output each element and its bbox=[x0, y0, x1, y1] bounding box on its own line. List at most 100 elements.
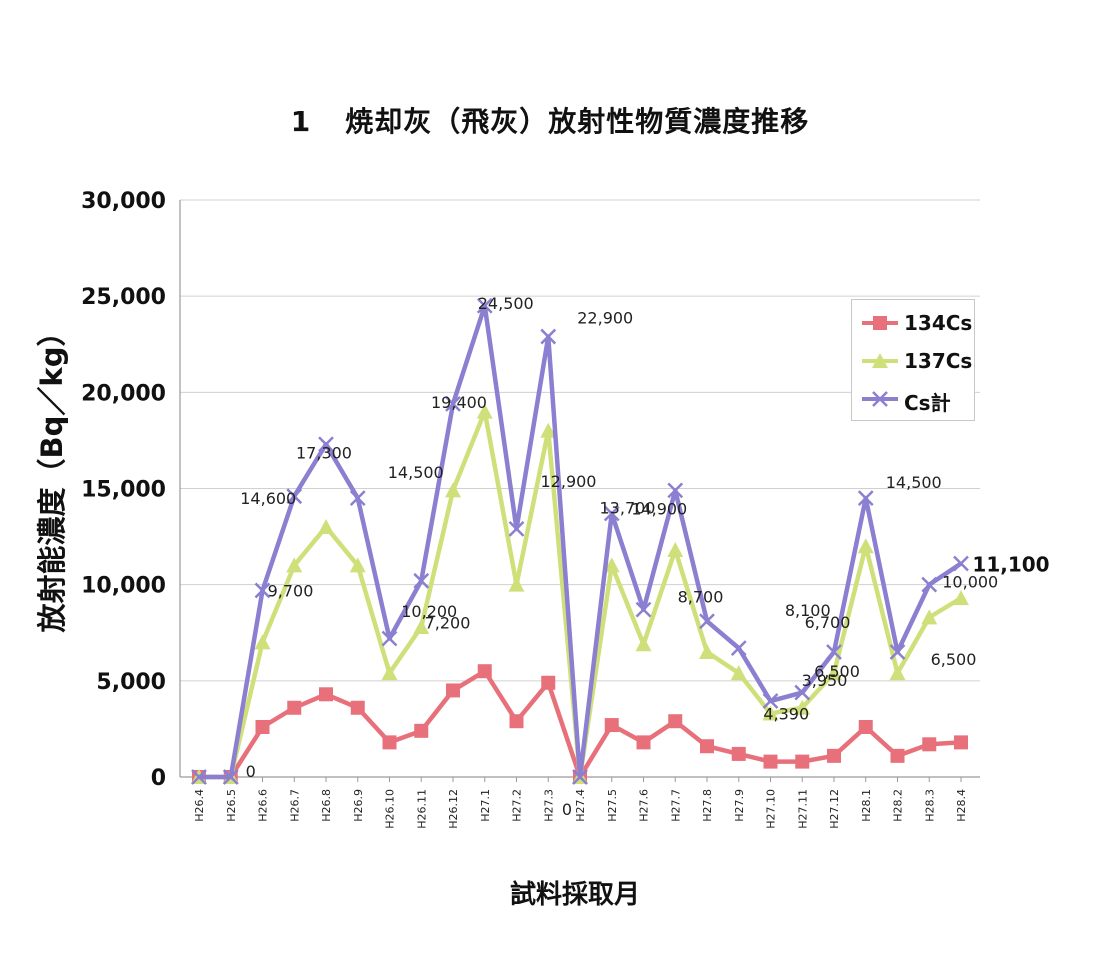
x-tick-label: H27.2 bbox=[511, 789, 524, 822]
data-point bbox=[349, 490, 366, 507]
x-tick-label: H26.11 bbox=[415, 789, 428, 829]
data-point bbox=[699, 613, 715, 630]
data-label: 22,900 bbox=[577, 309, 633, 328]
data-point bbox=[572, 769, 588, 785]
data-label: 14,500 bbox=[388, 463, 444, 482]
x-tick-label: H27.6 bbox=[638, 789, 651, 822]
data-point bbox=[954, 735, 968, 750]
data-point bbox=[889, 644, 906, 660]
data-point bbox=[762, 705, 779, 721]
triangle-marker-icon bbox=[862, 353, 898, 368]
data-label: 14,500 bbox=[886, 473, 942, 492]
legend-item-cs-total: Cs計 bbox=[852, 384, 976, 415]
data-point bbox=[667, 542, 684, 558]
data-point bbox=[763, 754, 778, 769]
y-tick-label: 5,000 bbox=[96, 670, 166, 695]
data-point bbox=[730, 640, 747, 657]
data-point bbox=[254, 582, 271, 599]
data-point bbox=[604, 718, 619, 733]
data-point bbox=[762, 693, 779, 709]
data-point bbox=[445, 395, 461, 412]
data-point bbox=[381, 665, 398, 681]
data-point bbox=[286, 488, 303, 505]
data-label: 13,700 bbox=[600, 499, 656, 518]
data-point bbox=[603, 557, 620, 573]
y-tick-label: 0 bbox=[151, 766, 166, 791]
data-label: 14,900 bbox=[631, 499, 687, 518]
data-point bbox=[953, 555, 969, 572]
data-label: 6,500 bbox=[931, 650, 977, 669]
legend-label-137cs: 137Cs bbox=[904, 349, 973, 373]
data-label: 12,900 bbox=[541, 472, 597, 491]
data-point bbox=[350, 700, 365, 715]
legend-item-134cs: 134Cs bbox=[852, 308, 976, 338]
data-point bbox=[446, 683, 460, 698]
data-point bbox=[668, 714, 683, 729]
legend-label-cs-total: Cs計 bbox=[904, 391, 951, 415]
data-point bbox=[477, 664, 492, 679]
x-tick-label: H27.9 bbox=[733, 789, 746, 822]
data-label: 14,600 bbox=[240, 489, 296, 508]
y-tick-label: 10,000 bbox=[81, 574, 166, 599]
data-point bbox=[794, 699, 811, 715]
x-tick-label: H28.1 bbox=[860, 789, 873, 822]
data-point bbox=[922, 737, 937, 752]
x-tick-label: H27.10 bbox=[765, 789, 778, 829]
chart-title: 1 焼却灰（飛灰）放射性物質濃度推移 bbox=[0, 100, 1100, 140]
x-tick-label: H28.2 bbox=[892, 789, 905, 822]
x-tick-label: H26.12 bbox=[447, 789, 460, 829]
data-point bbox=[795, 754, 810, 769]
data-point bbox=[826, 644, 842, 660]
data-point bbox=[540, 422, 557, 438]
x-tick-label: H26.10 bbox=[384, 789, 397, 829]
data-point bbox=[413, 572, 430, 589]
data-label: 0 bbox=[562, 800, 572, 819]
data-label: 0 bbox=[246, 762, 256, 781]
data-point bbox=[508, 576, 525, 592]
data-point bbox=[541, 675, 556, 690]
x-tick-label: H27.11 bbox=[796, 789, 809, 829]
data-point bbox=[858, 719, 873, 734]
data-point bbox=[794, 684, 811, 701]
data-point bbox=[857, 538, 874, 554]
data-point bbox=[667, 482, 684, 499]
data-point bbox=[635, 601, 652, 618]
data-label: 4,390 bbox=[763, 705, 809, 724]
data-point bbox=[603, 505, 620, 522]
data-point bbox=[635, 636, 652, 652]
data-point bbox=[414, 723, 429, 738]
data-point bbox=[540, 328, 557, 345]
x-tick-label: H27.12 bbox=[828, 789, 841, 829]
x-tick-label: H26.6 bbox=[257, 789, 270, 822]
data-point bbox=[413, 618, 430, 634]
data-label: 19,400 bbox=[431, 393, 487, 412]
x-tick-label: H26.8 bbox=[320, 789, 333, 822]
data-point bbox=[700, 739, 714, 754]
data-point bbox=[381, 630, 398, 647]
data-point bbox=[287, 700, 302, 715]
data-point bbox=[191, 769, 207, 785]
y-tick-label: 30,000 bbox=[81, 189, 166, 214]
x-marker-icon bbox=[862, 391, 898, 407]
data-point bbox=[476, 297, 493, 314]
chart-title-number: 1 bbox=[290, 105, 312, 138]
data-label: 8,700 bbox=[678, 588, 724, 607]
data-label: 11,100 bbox=[972, 553, 1049, 577]
data-point bbox=[222, 769, 239, 785]
data-point bbox=[921, 609, 938, 625]
x-tick-label: H26.5 bbox=[225, 789, 238, 822]
x-tick-label: H28.4 bbox=[955, 789, 968, 822]
x-tick-label: H26.4 bbox=[193, 789, 206, 822]
data-point bbox=[730, 665, 747, 681]
data-point bbox=[319, 687, 333, 702]
data-point bbox=[921, 576, 938, 593]
legend: 134Cs 137Cs Cs計 bbox=[851, 299, 975, 421]
data-label: 3,950 bbox=[802, 671, 848, 690]
x-tick-label: H26.9 bbox=[352, 789, 365, 822]
data-label: 10,200 bbox=[401, 602, 457, 621]
data-point bbox=[476, 403, 493, 419]
x-tick-label: H27.1 bbox=[479, 789, 492, 822]
data-point bbox=[508, 521, 525, 537]
data-point bbox=[349, 557, 366, 573]
